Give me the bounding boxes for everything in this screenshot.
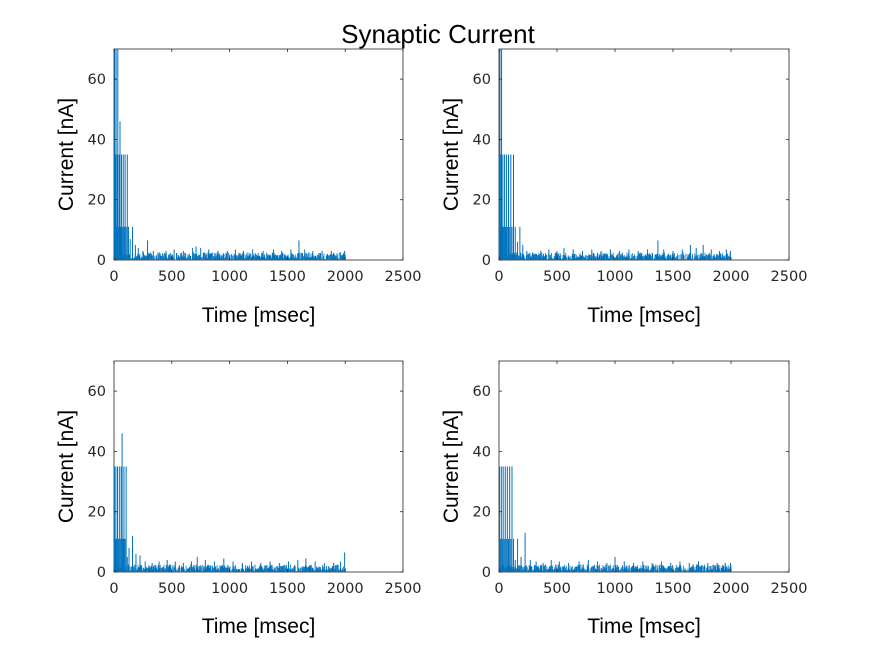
x-tick-label: 500 [543,581,571,597]
x-tick-label: 0 [494,581,503,597]
y-tick-label: 20 [88,193,106,209]
x-tick-label: 500 [158,269,186,285]
axis-ticks: 0 500 1000 1500 2000 2500 0 20 40 60 [88,49,422,285]
x-tick-label: 0 [109,581,118,597]
x-tick-label: 1000 [597,581,634,597]
y-tick-label: 0 [482,253,491,269]
x-tick-label: 0 [109,269,118,285]
series-bars [498,49,732,260]
y-tick-label: 60 [88,384,106,400]
y-axis-label: Current [nA] [55,98,78,211]
x-tick-label: 1000 [211,269,248,285]
y-tick-label: 40 [473,444,491,460]
x-tick-label: 1000 [211,581,248,597]
x-tick-label: 0 [494,269,503,285]
y-tick-label: 60 [473,72,491,88]
axis-ticks: 0 500 1000 1500 2000 2500 0 20 40 60 [88,361,422,597]
x-tick-label: 1500 [269,581,306,597]
x-tick-label: 1500 [655,581,692,597]
y-tick-label: 20 [88,505,106,521]
x-tick-label: 2000 [713,581,750,597]
plot-area [498,360,790,573]
series-bars [113,433,346,572]
x-tick-label: 1500 [655,269,692,285]
x-axis-label: Time [msec] [202,615,316,638]
x-tick-label: 1000 [597,269,634,285]
x-tick-label: 2500 [771,269,808,285]
x-axis-label: Time [msec] [202,304,316,327]
x-tick-label: 500 [158,581,186,597]
x-axis-label: Time [msec] [587,615,701,638]
y-tick-label: 0 [97,565,106,581]
x-tick-label: 1500 [269,269,306,285]
y-tick-label: 0 [97,253,106,269]
x-tick-label: 2500 [771,581,808,597]
y-axis-label: Current [nA] [55,410,78,523]
y-tick-label: 40 [88,132,106,148]
x-tick-label: 2500 [385,581,422,597]
plot-area [113,360,404,573]
x-tick-label: 2500 [385,269,422,285]
plot-area [113,48,404,261]
x-tick-label: 500 [543,269,571,285]
y-tick-label: 20 [473,193,491,209]
y-axis-label: Current [nA] [440,410,463,523]
y-tick-label: 20 [473,505,491,521]
x-tick-label: 2000 [327,581,364,597]
suptitle: Synaptic Current [341,19,535,49]
y-tick-label: 40 [473,132,491,148]
series-bars [113,49,346,260]
y-axis-label: Current [nA] [440,98,463,211]
x-tick-label: 2000 [327,269,364,285]
plot-area [498,48,790,261]
y-tick-label: 60 [88,72,106,88]
x-axis-label: Time [msec] [587,304,701,327]
y-tick-label: 60 [473,384,491,400]
y-tick-label: 40 [88,444,106,460]
x-tick-label: 2000 [713,269,750,285]
y-tick-label: 0 [482,565,491,581]
axis-ticks: 0 500 1000 1500 2000 2500 0 20 40 60 [473,361,808,597]
axis-ticks: 0 500 1000 1500 2000 2500 0 20 40 60 [473,49,808,285]
